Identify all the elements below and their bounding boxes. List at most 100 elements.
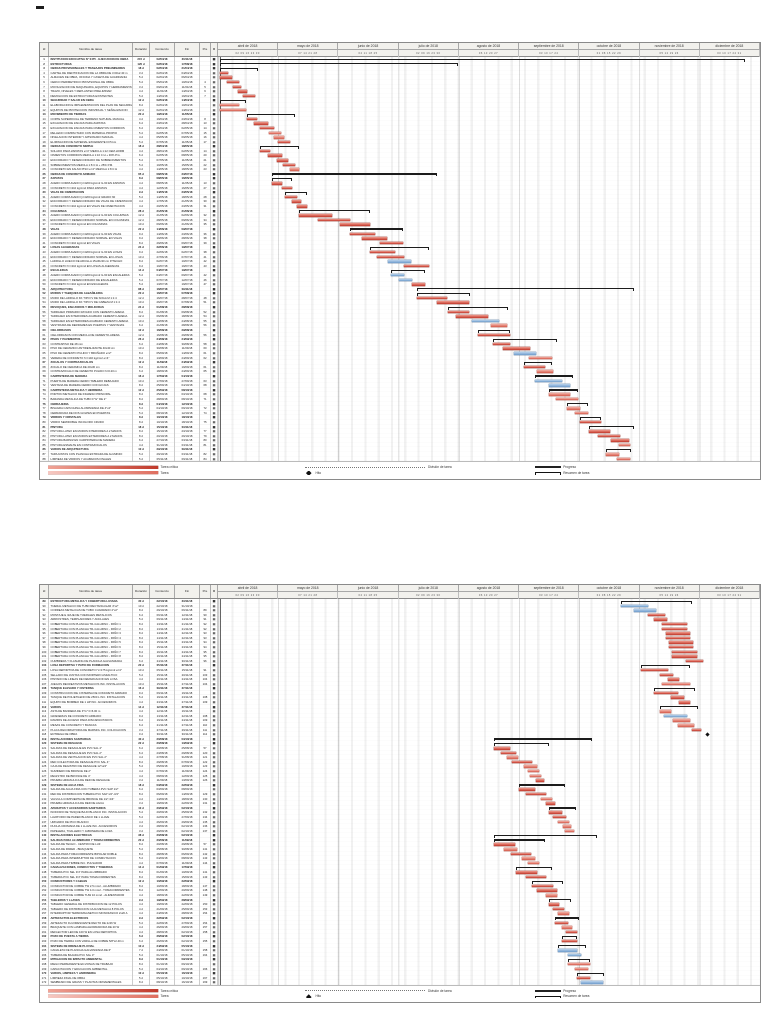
gantt-bar-crit[interactable] (555, 921, 569, 925)
gantt-bar-crit[interactable] (598, 434, 621, 438)
task-row[interactable]: 115 RAMPAS DE ACCESO PARA DISCAPACITADOS 6… (40, 718, 760, 724)
task-row[interactable]: 88 LIMPIEZA DE VIDRIOS Y ACABADOS FINALES… (40, 456, 760, 462)
gantt-bar-crit[interactable] (281, 186, 292, 190)
gantt-bar-blue[interactable] (548, 384, 571, 387)
column-header-task-name[interactable]: Nombre de tarea (49, 585, 133, 598)
task-row[interactable]: 52 MUROS Y TABIQUES DE ALBAÑILERIA 20 d 16/… (40, 291, 760, 297)
task-row[interactable]: 75 BARANDA METALICA DE TUBO F°G° DE 2" 8 d… (40, 396, 760, 402)
task-row[interactable]: 132 VALVULA COMPUERTA DE BRONCE DE 1/2"-3… (40, 796, 760, 802)
task-row[interactable]: 119 INSTALACIONES SANITARIAS 40 d 20/08/18 0… (40, 736, 760, 743)
gantt-bar-norm[interactable] (546, 894, 558, 897)
gantt-bar-norm[interactable] (289, 168, 300, 171)
gantt-bar-crit[interactable] (546, 802, 556, 805)
task-row[interactable]: 110 TANQUE DE POLIETILENO DE 2500 L INC. … (40, 695, 760, 701)
column-header-task-mode[interactable]: M (211, 585, 218, 598)
task-row[interactable]: 86 VARIOS DE ARQUITECTURA 10 d 29/10/18 09/1… (40, 447, 760, 453)
task-row[interactable]: 73 CARPINTERIA METALICA Y HERRERIA 12 d 25/… (40, 387, 760, 394)
gantt-bar-crit[interactable] (536, 889, 558, 892)
gantt-bar-sum[interactable] (567, 403, 588, 407)
gantt-bar-blue[interactable] (621, 604, 649, 608)
gantt-bar-sum[interactable] (272, 177, 292, 182)
task-row[interactable]: 70 CARPINTERIA DE MADERA 16 d 17/09/18 04/10… (40, 373, 760, 380)
task-row[interactable]: 47 ESCALERAS 14 d 04/07/18 19/07/18 ▦ (40, 268, 760, 274)
task-row[interactable]: 43 ACERO CORRUGADO fy=4200 kg/cm2 G-60 EN… (40, 249, 760, 255)
gantt-bar-crit[interactable] (678, 701, 690, 704)
column-header-id[interactable]: Id (40, 585, 49, 598)
task-row[interactable]: 94 COBERTURA CON PLANCHA TR-4 ALUZINC - P… (40, 621, 760, 627)
task-row[interactable]: 2 ESTRUCTURAS 120 d 02/04/18 17/08/18 ▦ (40, 61, 760, 67)
task-row[interactable]: 123 SALIDAS DE VENTILACION EN PVC SAL 2" 4… (40, 755, 760, 760)
task-row[interactable]: 17 RELLENO COMPACTADO CON MATERIAL PROPIO… (40, 130, 760, 136)
gantt-bar-norm[interactable] (504, 848, 518, 851)
gantt-bar-crit[interactable] (668, 645, 694, 649)
gantt-bar-crit[interactable] (640, 668, 668, 672)
gantt-bar-crit[interactable] (297, 205, 307, 208)
task-row[interactable]: 131 RED DE DISTRIBUCION TUBERIA PVC SAP 1… (40, 791, 760, 797)
gantt-bar-sum[interactable] (606, 448, 631, 453)
gantt-bar-crit[interactable] (500, 751, 517, 755)
gantt-bar-blue[interactable] (663, 714, 688, 718)
gantt-bar-norm[interactable] (523, 765, 537, 768)
task-row[interactable]: 21 SOLADO PARA ZAPATAS e=4" MEZCLA 1:12 C… (40, 148, 760, 154)
task-row[interactable]: 117 PLACA RECORDATORIA DE MARMOL INC. COL… (40, 727, 760, 733)
gantt-bar-sum[interactable] (640, 664, 690, 669)
column-header-predecessor[interactable]: Pre (200, 43, 211, 56)
task-row[interactable]: 141 SALIDAS PARA ALUMBRADO Y TOMACORRIENT… (40, 837, 760, 844)
column-header-start[interactable]: Comienzo (150, 43, 175, 56)
gantt-bar-crit[interactable] (493, 342, 510, 346)
task-row[interactable]: 163 POZO DE TIERRA CON VARILLA DE COBRE 5… (40, 938, 760, 944)
task-row[interactable]: 84 PINTURA BARNIZ EN CARPINTERIA DE MADER… (40, 438, 760, 443)
gantt-bar-sum[interactable] (494, 738, 592, 743)
task-row[interactable]: 103 LOSA DEPORTIVA Y PATIO DE FORMACION 20… (40, 663, 760, 669)
task-row[interactable]: 81 PINTURA 18 d 15/10/18 03/11/18 ▦ (40, 424, 760, 430)
gantt-bar-crit[interactable] (552, 815, 566, 819)
gantt-bar-crit[interactable] (219, 71, 228, 75)
gantt-bar-crit[interactable] (404, 264, 430, 268)
gantt-bar-crit[interactable] (588, 430, 611, 433)
gantt-bar-sum[interactable] (516, 866, 552, 871)
gantt-bar-crit[interactable] (412, 283, 426, 286)
task-row[interactable]: 45 LADRILLO HUECO DE ARCILLA 15x30x30 cm … (40, 259, 760, 264)
task-row[interactable]: 34 COLUMNAS 28 d 21/05/18 21/06/18 ▦ (40, 208, 760, 214)
gantt-bar-sum[interactable] (548, 899, 572, 903)
gantt-bar-crit[interactable] (516, 871, 537, 874)
task-row[interactable]: 51 ARQUITECTURA 88 d 16/07/18 09/11/18 ▦ (40, 286, 760, 293)
gantt-bar-norm[interactable] (556, 397, 578, 401)
task-row[interactable]: 109 CONSTRUCCION DE CISTERNA DE CONCRETO … (40, 690, 760, 696)
task-row[interactable]: 154 TABLEROS Y LLAVES 9 d 19/09/18 28/09/18 ▦ (40, 897, 760, 903)
gantt-bar-crit[interactable] (494, 747, 510, 750)
task-row[interactable]: 167 MITIGACION DE IMPACTO AMBIENTAL 8 d 01/… (40, 957, 760, 963)
gantt-bar-crit[interactable] (552, 907, 564, 911)
gantt-bar-norm[interactable] (528, 769, 539, 773)
gantt-bar-norm[interactable] (274, 136, 285, 139)
task-row[interactable]: 29 CONCRETO f'c=210 kg/cm2 PARA ZAPATAS 4 … (40, 185, 760, 191)
column-header-id[interactable]: Id (40, 43, 49, 56)
task-row[interactable]: 79 VIDRIOS Y CRISTALES 8 d 10/10/18 18/10/18… (40, 415, 760, 421)
gantt-bar-norm[interactable] (529, 356, 552, 360)
task-row[interactable]: 124 RED COLECTORA DE DESAGUE PVC SAL 4" 8 … (40, 759, 760, 765)
gantt-bar-crit[interactable] (653, 691, 678, 695)
gantt-bar-sum[interactable] (417, 292, 470, 297)
task-row[interactable]: 160 BRAQUETE CON LAMPARA AHORRADORA DE 20… (40, 925, 760, 930)
task-row[interactable]: 13 MOVIMIENTO DE TIERRAS 20 d 19/04/18 11/05… (40, 112, 760, 118)
gantt-bar-norm[interactable] (606, 453, 620, 456)
task-row[interactable]: 24 SOBRECIMIENTOS MEZCLA 1:8 C:H + 25% P.… (40, 162, 760, 168)
gantt-bar-sum[interactable] (580, 416, 601, 421)
gantt-bar-norm[interactable] (673, 719, 690, 722)
task-row[interactable]: 4 CARTEL DE IDENTIFICACION DE LA OBRA DE … (40, 70, 760, 76)
task-row[interactable]: 169 CAPACITACION Y EDUCACION AMBIENTAL 5 d… (40, 966, 760, 972)
gantt-bar-crit[interactable] (340, 223, 370, 226)
gantt-bar-norm[interactable] (219, 103, 240, 107)
gantt-bar-crit[interactable] (670, 696, 685, 699)
gantt-bar-crit[interactable] (417, 296, 447, 300)
gantt-bar-sum[interactable] (260, 145, 300, 150)
task-row[interactable]: 92 MONTAJE E IZAJE DE TIJERALES METALICOS… (40, 612, 760, 618)
gantt-bar-crit[interactable] (535, 779, 545, 782)
gantt-bar-norm[interactable] (567, 407, 581, 410)
gantt-bar-crit[interactable] (662, 622, 687, 626)
gantt-bar-sum[interactable] (285, 191, 307, 196)
task-row[interactable]: 162 POZO DE PUESTA A TIERRA 6 d 26/09/18 02/… (40, 934, 760, 940)
task-row[interactable]: 22 CIMIENTOS CORRIDOS MEZCLA 1:10 C:H + 3… (40, 153, 760, 159)
task-row[interactable]: 147 CANALIZACIONES, CONDUCTOS Y TUBERIAS 1… (40, 865, 760, 871)
